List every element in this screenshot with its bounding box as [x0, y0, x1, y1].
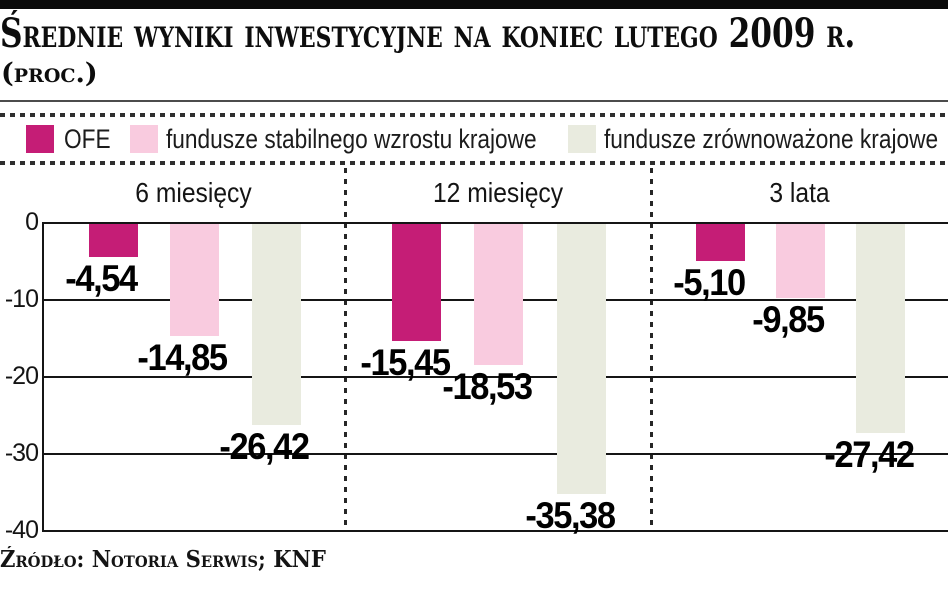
value-label: -27,42 — [823, 434, 915, 476]
bar-0-2 — [696, 224, 746, 262]
y-tick-label: -40 — [4, 516, 39, 544]
value-label: -14,85 — [137, 337, 228, 379]
group-separator — [344, 168, 347, 530]
legend-swatch-ofe — [26, 125, 54, 153]
source-credit: Źródło: Notoria Serwis; KNF — [0, 546, 326, 573]
category-label-2: 3 lata — [769, 177, 830, 208]
gridline--30 — [42, 453, 948, 455]
legend-label-balanced-funds: fundusze zrównoważone krajowe — [604, 124, 939, 154]
category-label-1: 12 miesięcy — [432, 177, 564, 208]
gridline--40 — [42, 530, 948, 532]
y-tick-label: -30 — [4, 439, 39, 467]
gridline--20 — [42, 376, 948, 378]
value-label: -15,45 — [360, 341, 451, 383]
value-label: -5,10 — [673, 262, 746, 304]
bar-2-1 — [557, 224, 607, 495]
value-label: -35,38 — [524, 495, 616, 537]
legend-label-ofe: OFE — [64, 124, 111, 154]
gridline-0 — [42, 222, 948, 224]
y-tick-label: -10 — [4, 285, 39, 313]
page-title: Średnie wyniki inwestycyjne na koniec lu… — [0, 10, 856, 57]
value-label: -26,42 — [219, 426, 311, 468]
value-label: -9,85 — [752, 298, 825, 340]
legend-top-rule — [0, 113, 948, 117]
y-axis-line — [42, 222, 44, 530]
value-label: -4,54 — [65, 257, 138, 299]
page-subtitle: (proc.) — [1, 58, 98, 89]
legend-bottom-rule — [0, 161, 948, 165]
value-label: -18,53 — [442, 365, 533, 407]
group-separator — [650, 168, 653, 530]
bar-1-2 — [775, 224, 825, 298]
y-tick-label: 0 — [25, 208, 39, 236]
bar-0-0 — [88, 224, 138, 257]
bar-2-2 — [856, 224, 906, 434]
bar-2-0 — [251, 224, 301, 426]
legend-label-stable-growth-funds: fundusze stabilnego wzrostu krajowe — [166, 124, 537, 154]
category-label-0: 6 miesięcy — [135, 177, 252, 208]
bar-0-1 — [392, 224, 442, 341]
bar-chart: 6 miesięcy 12 miesięcy 3 lata 0 -10 -20 -30 -40… — [0, 168, 948, 544]
legend-swatch-stable-growth-funds — [130, 125, 158, 153]
bar-1-1 — [474, 224, 524, 365]
top-black-bar — [0, 0, 948, 9]
header-divider — [0, 100, 948, 102]
y-tick-label: -20 — [4, 362, 39, 390]
legend: OFE fundusze stabilnego wzrostu krajowe … — [0, 117, 948, 161]
bar-1-0 — [169, 224, 219, 337]
legend-swatch-balanced-funds — [568, 125, 596, 153]
